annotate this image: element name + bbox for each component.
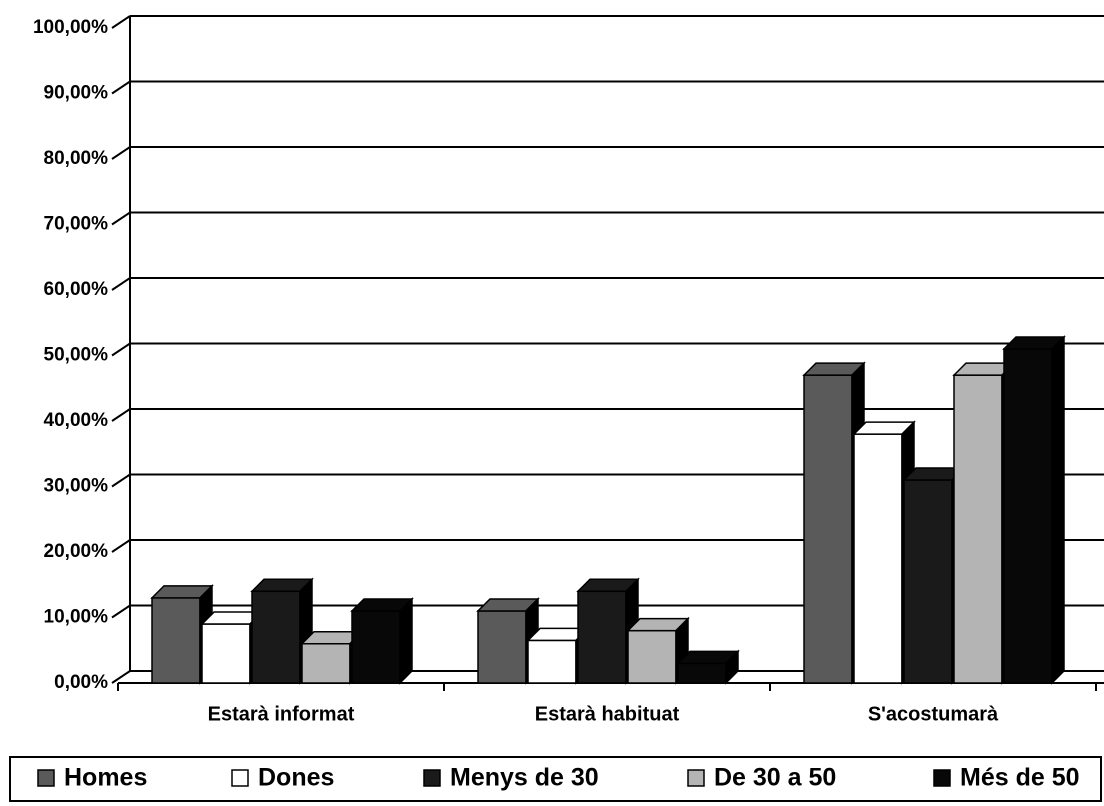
x-tick-label: Estarà informat — [208, 703, 355, 725]
y-tick-label: 90,00% — [44, 83, 109, 104]
y-tick — [111, 15, 131, 29]
bar — [251, 590, 301, 684]
bar-side — [1051, 335, 1065, 685]
bar — [953, 374, 1003, 684]
bar — [577, 590, 627, 684]
legend-swatch — [37, 769, 55, 787]
y-tick-label: 30,00% — [44, 476, 109, 497]
y-tick-label: 50,00% — [44, 345, 109, 366]
y-tick — [111, 604, 131, 619]
bar — [201, 623, 251, 684]
y-tick-label: 70,00% — [44, 214, 109, 235]
y-tick-label: 80,00% — [44, 148, 109, 169]
bar-side — [399, 597, 413, 685]
legend-swatch — [933, 769, 951, 787]
bar — [903, 479, 953, 684]
legend-swatch — [423, 769, 441, 787]
bar — [351, 610, 401, 684]
bar-side — [725, 649, 739, 685]
legend-swatch — [687, 769, 705, 787]
bar — [1003, 348, 1053, 684]
legend-label: Menys de 30 — [450, 764, 599, 792]
y-tick — [111, 146, 131, 160]
x-tick-label: Estarà habituat — [535, 703, 680, 725]
bar — [151, 597, 201, 684]
bar — [803, 374, 853, 684]
y-tick-label: 10,00% — [44, 607, 109, 628]
y-tick — [111, 211, 131, 226]
y-tick-label: 40,00% — [44, 410, 109, 431]
legend-label: Més de 50 — [960, 764, 1080, 792]
y-tick-label: 0,00% — [54, 672, 108, 693]
bar — [527, 639, 577, 684]
bar — [477, 610, 527, 684]
y-tick-label: 100,00% — [33, 17, 108, 38]
y-tick — [111, 539, 131, 553]
bar — [853, 433, 903, 684]
y-tick — [111, 277, 131, 291]
legend-box — [9, 756, 1102, 802]
bar — [677, 662, 727, 684]
y-tick — [111, 342, 131, 357]
x-tick-label: S'acostumarà — [868, 703, 999, 725]
y-tick — [111, 670, 131, 684]
legend-label: De 30 a 50 — [714, 764, 836, 792]
y-tick — [111, 408, 131, 422]
y-tick-label: 60,00% — [44, 279, 109, 300]
legend-label: Homes — [64, 764, 147, 792]
bar — [627, 629, 677, 684]
legend-swatch — [231, 769, 249, 787]
bar — [301, 642, 351, 684]
y-tick — [111, 80, 131, 95]
y-tick — [111, 473, 131, 488]
y-tick-label: 20,00% — [44, 541, 109, 562]
legend-label: Dones — [258, 764, 334, 792]
